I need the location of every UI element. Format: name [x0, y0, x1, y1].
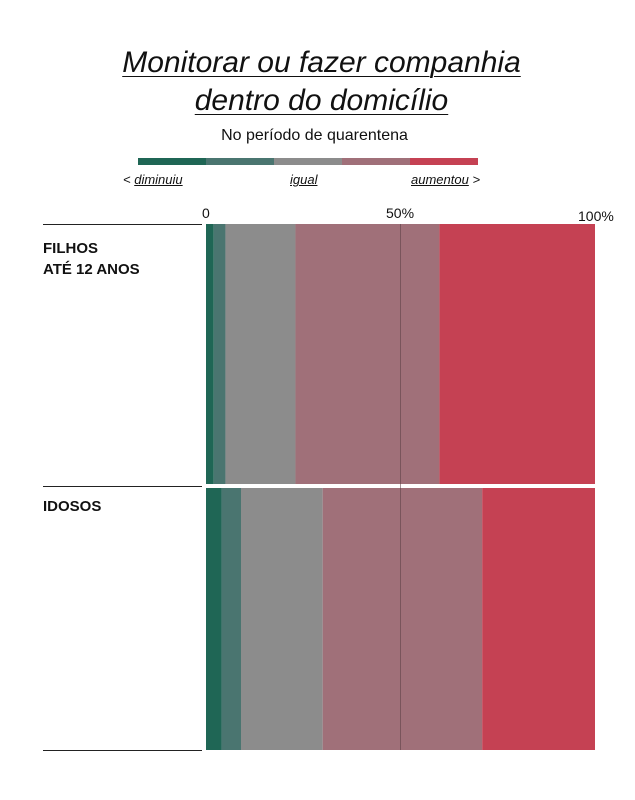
chart-title-line-2: dentro do domicílio — [194, 84, 449, 117]
chart-title-line-1: Monitorar ou fazer companhia — [122, 46, 521, 79]
bar-segment-aumentou_muito-0 — [439, 224, 595, 484]
legend-swatch-igual — [274, 158, 342, 165]
chart-subtitle: No período de quarentena — [221, 127, 408, 144]
legend-swatch-diminuiu-muito — [138, 158, 206, 165]
bar-segment-igual-0 — [225, 224, 296, 484]
x-tick-label-0: 0 — [202, 205, 210, 221]
legend-label-diminuiu: < diminuiu — [123, 172, 183, 187]
right-arrow-icon: > — [472, 172, 481, 187]
legend-color-scale — [138, 158, 478, 165]
category-label-filhos: FILHOS ATÉ 12 ANOS — [43, 240, 140, 278]
row-separator-line — [43, 486, 202, 487]
bar-segment-diminuiu_muito-0 — [206, 224, 214, 484]
x-tick-label-100: 100% — [578, 208, 614, 224]
bar-segment-diminuiu_pouco-0 — [213, 224, 226, 484]
left-arrow-icon: < — [123, 172, 131, 187]
legend-swatch-aumentou-pouco — [342, 158, 410, 165]
bar-segment-igual-1 — [241, 488, 323, 750]
legend-swatch-diminuiu-pouco — [206, 158, 274, 165]
x-tick-label-50: 50% — [386, 205, 415, 221]
bar-segment-aumentou_muito-1 — [482, 488, 595, 750]
bar-segment-aumentou_pouco-1 — [322, 488, 483, 750]
row-separator-line — [43, 750, 202, 751]
bar-segment-diminuiu_muito-1 — [206, 488, 222, 750]
category-label-idosos: IDOSOS — [43, 498, 102, 515]
bar-segment-aumentou_pouco-0 — [295, 224, 440, 484]
legend-label-aumentou: aumentou > — [411, 172, 481, 187]
legend-swatch-aumentou-muito — [410, 158, 478, 165]
legend-label-igual: igual — [290, 172, 318, 187]
row-separator-line — [43, 224, 202, 225]
bar-segment-diminuiu_pouco-1 — [221, 488, 242, 750]
